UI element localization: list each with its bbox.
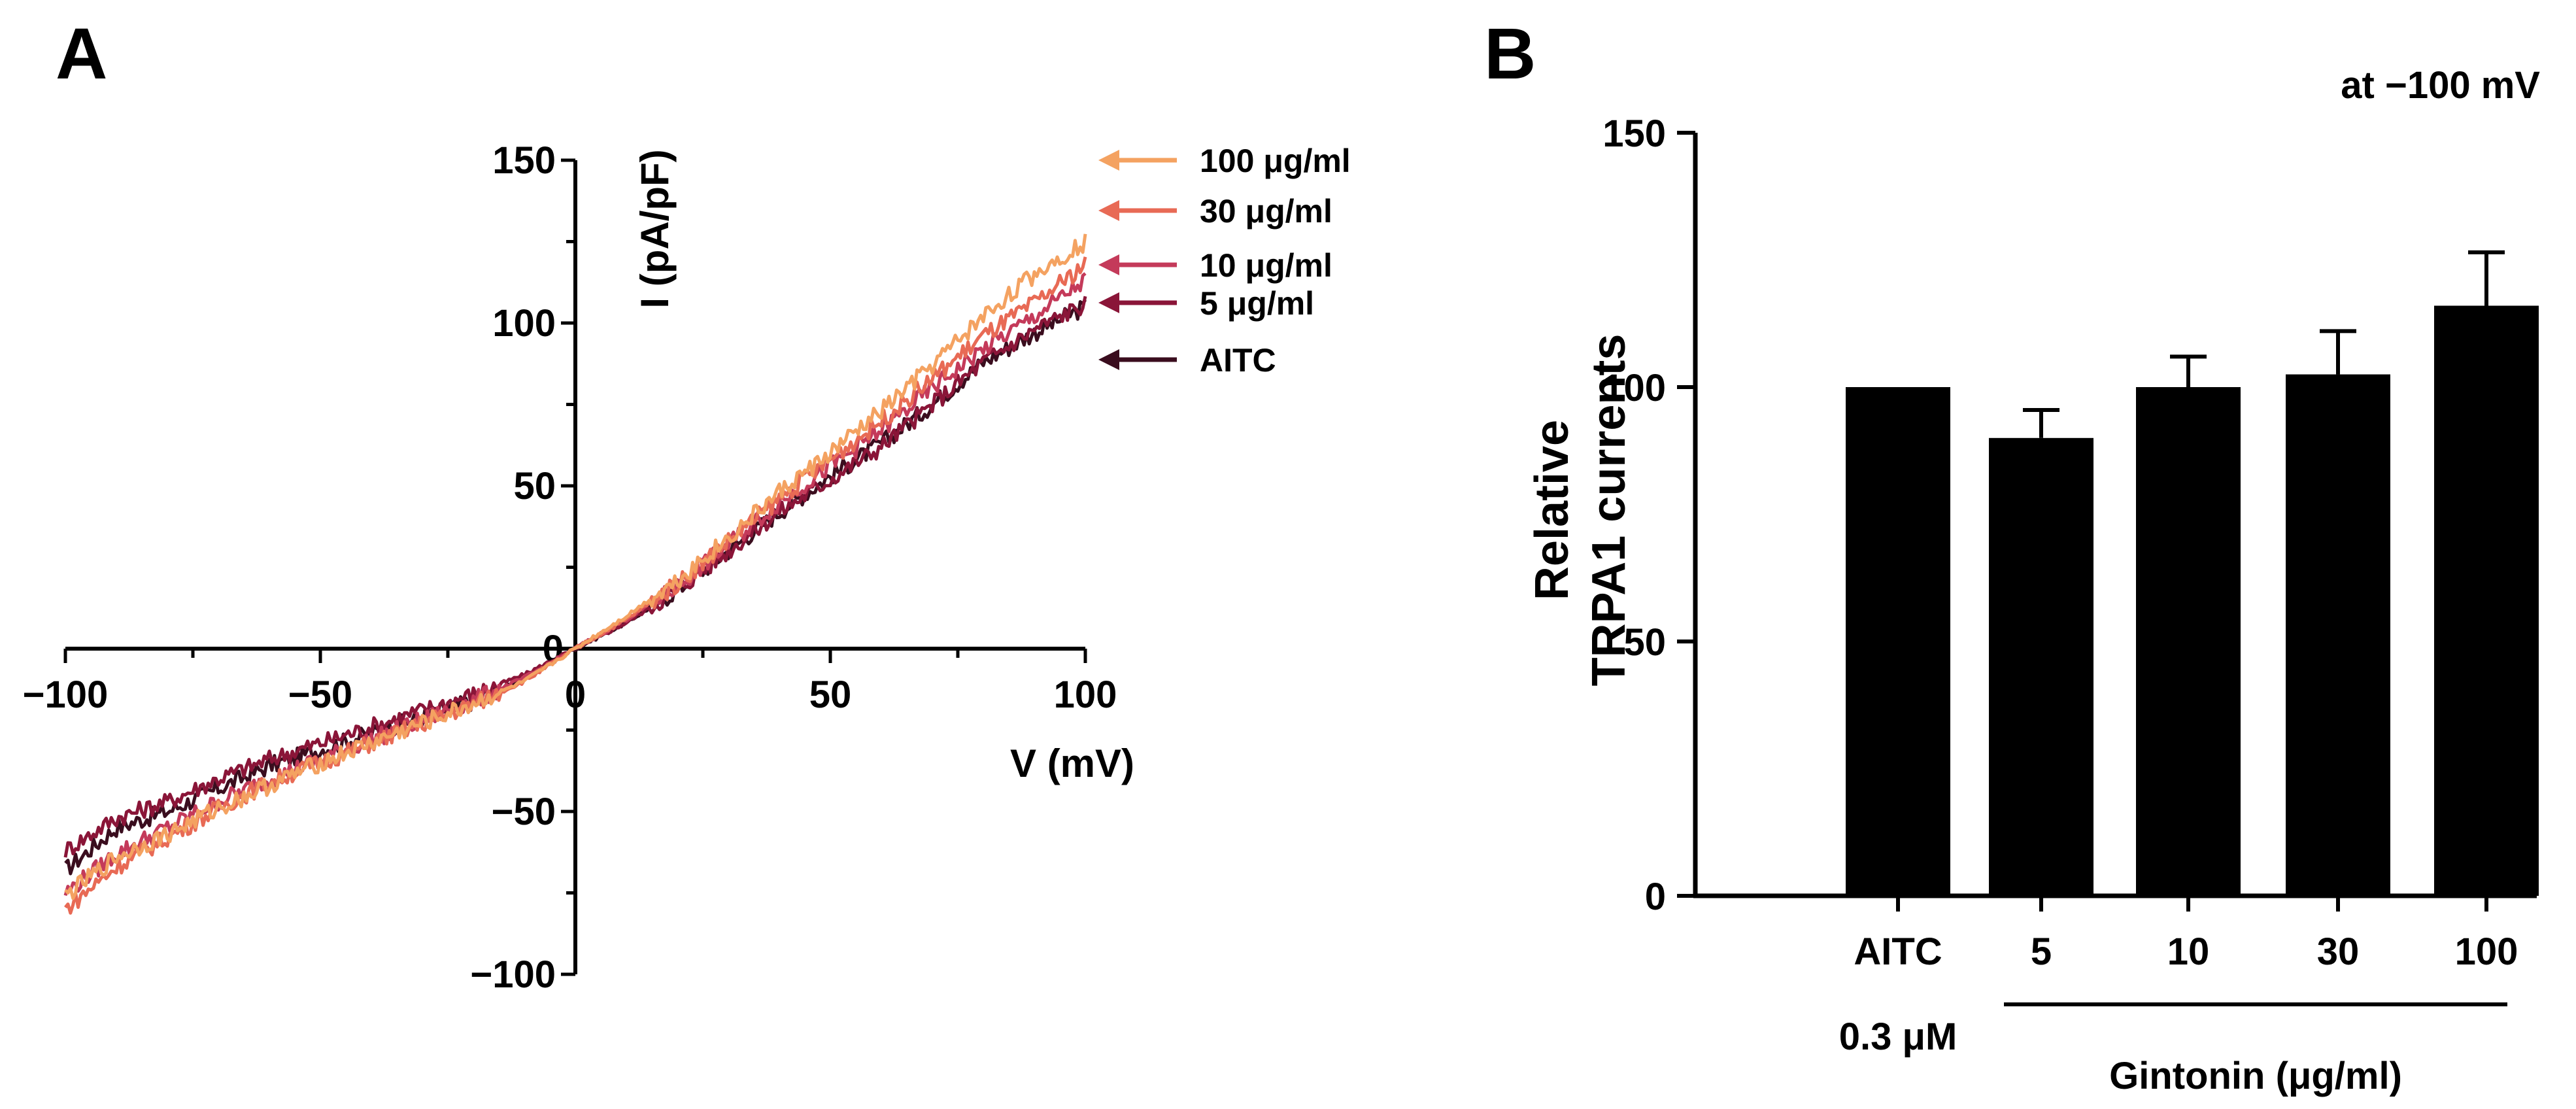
bar-3: [2286, 374, 2390, 896]
legend-arrow-head: [1098, 292, 1119, 313]
bar-category-label: 30: [2317, 930, 2360, 973]
iv-x-tick-label: −50: [288, 674, 352, 716]
iv-y-tick-label: 50: [513, 465, 556, 507]
iv-axes: [63, 158, 1087, 976]
bar-y-tick-label: 0: [1645, 876, 1666, 918]
bar-chart: at −100 mV Relative TRPA1 currents 0 50 10…: [1526, 64, 2540, 1097]
iv-y-tick-label: 100: [492, 302, 556, 345]
iv-legend: 100 μg/ml 30 μg/ml 10 μg/ml5 μg/ml AITC: [1098, 143, 1351, 379]
iv-y-tick-label: 150: [492, 139, 556, 182]
legend-arrow-head: [1098, 150, 1119, 171]
legend-label: 5 μg/ml: [1200, 285, 1314, 322]
panel-label-b: B: [1484, 14, 1536, 94]
gintonin-group-label: Gintonin (μg/ml): [2109, 1055, 2402, 1097]
bar-y-axis-title-line1: Relative: [1526, 420, 1578, 600]
bar-category-label: 10: [2167, 930, 2210, 973]
bar-2: [2136, 387, 2241, 896]
iv-x-axis-title: V (mV): [1010, 742, 1134, 785]
legend-label: 100 μg/ml: [1200, 143, 1351, 179]
bar-y-tick-label: 100: [1602, 367, 1666, 409]
bar-1: [1989, 437, 2093, 896]
panel-label-a: A: [56, 14, 107, 94]
bar-tick-labels: 0 50 100 150 AITC 5 10 30 100: [1602, 112, 2518, 973]
legend-label: 10 μg/ml: [1200, 247, 1332, 284]
legend-arrow-head: [1098, 200, 1119, 221]
iv-x-tick-label: 50: [809, 674, 852, 716]
iv-x-tick-label: 0: [565, 674, 586, 716]
bar-category-label: 5: [2031, 930, 2052, 973]
bar-y-tick-label: 150: [1602, 112, 1666, 155]
legend-label: 30 μg/ml: [1200, 193, 1332, 230]
bar-4: [2434, 305, 2539, 896]
legend-arrow-head: [1098, 254, 1119, 275]
iv-y-tick-label: −100: [470, 953, 556, 996]
bar-y-axis-title-line2: TRPA1 currents: [1583, 334, 1635, 687]
iv-x-tick-label: −100: [23, 674, 109, 716]
bar-0: [1846, 387, 1950, 896]
aitc-concentration-label: 0.3 μM: [1839, 1015, 1957, 1058]
legend-arrow-head: [1098, 349, 1119, 370]
iv-y-axis-title: I (pA/pF): [633, 149, 677, 308]
legend-label: AITC: [1200, 342, 1276, 379]
bar-marks: [1846, 250, 2539, 896]
bar-category-label: AITC: [1854, 930, 1942, 973]
iv-x-tick-label: 100: [1054, 674, 1117, 716]
bar-category-label: 100: [2455, 930, 2518, 973]
bar-y-tick-label: 50: [1623, 621, 1666, 664]
iv-y-tick-label: −50: [492, 791, 556, 833]
iv-series-lines: [63, 233, 1087, 915]
bar-chart-title: at −100 mV: [2341, 64, 2540, 107]
bar-axes: [1677, 131, 2537, 912]
iv-series-line-4: [64, 233, 1087, 900]
